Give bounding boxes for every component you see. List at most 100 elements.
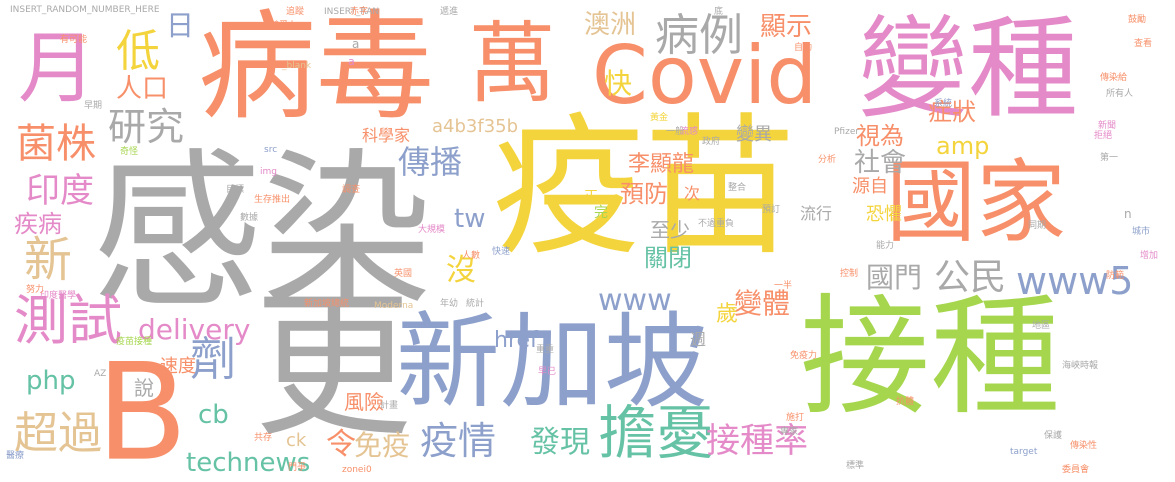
word-cloud-word: INSERT_RANDOM_NUMBER_HERE bbox=[10, 5, 160, 15]
word-cloud-word: 分析 bbox=[818, 155, 837, 165]
word-cloud-word: 重重 bbox=[536, 345, 555, 355]
word-cloud-word: 新聞 bbox=[1098, 121, 1117, 131]
word-cloud-word: 一般 bbox=[666, 127, 685, 137]
word-cloud-word: 關閉 bbox=[644, 244, 692, 272]
word-cloud-word: 海峽時報 bbox=[1062, 361, 1099, 371]
word-cloud-word: 新加坡 bbox=[396, 301, 709, 423]
word-cloud-word: 疫情 bbox=[420, 419, 497, 463]
word-cloud-word: Moderna bbox=[374, 301, 414, 311]
word-cloud-word: 快速 bbox=[492, 247, 511, 257]
word-cloud-word: zonei0 bbox=[342, 465, 372, 475]
word-cloud-word: 預訂 bbox=[762, 205, 781, 215]
word-cloud-word: 說 bbox=[134, 376, 154, 400]
word-cloud-word: www5 bbox=[1016, 259, 1134, 303]
word-cloud-word: 疫苗接種 bbox=[116, 337, 153, 347]
word-cloud-word: 整合 bbox=[728, 183, 747, 193]
word-cloud-word: 門爭 bbox=[288, 463, 307, 473]
word-cloud-word: amp bbox=[936, 132, 990, 160]
word-cloud-word: 生存 bbox=[254, 195, 273, 205]
word-cloud-word: 抗體 bbox=[896, 397, 915, 407]
word-cloud-word: 委員會 bbox=[1062, 465, 1090, 475]
word-cloud-word: 公民 bbox=[934, 257, 1007, 298]
word-cloud-word: 年幼 bbox=[440, 299, 459, 309]
word-cloud-word: a4b3f35b bbox=[432, 116, 519, 137]
word-cloud-word: 預防 bbox=[620, 180, 668, 208]
word-cloud-word: 追蹤 bbox=[286, 7, 305, 17]
word-cloud-word: 保護 bbox=[1044, 431, 1063, 441]
word-cloud-word: 有可能 bbox=[60, 35, 88, 45]
word-cloud-word: 恐懼 bbox=[866, 204, 902, 225]
word-cloud-word: 劑 bbox=[190, 332, 236, 386]
word-cloud-word: 地區 bbox=[1032, 321, 1051, 331]
word-cloud-word: n bbox=[1124, 207, 1132, 221]
word-cloud-word: 統計 bbox=[466, 299, 485, 309]
word-cloud-word: 疾病 bbox=[14, 210, 62, 238]
word-cloud-word: ck bbox=[286, 430, 307, 451]
word-cloud-word: 快 bbox=[604, 67, 633, 100]
word-cloud-word: 拒絕 bbox=[1094, 131, 1113, 141]
word-cloud-word: 萬 bbox=[468, 12, 557, 115]
word-cloud-word: 計畫 bbox=[380, 401, 399, 411]
word-cloud-word: 傳染性 bbox=[1070, 441, 1098, 451]
word-cloud-word: 人口 bbox=[116, 74, 169, 104]
word-cloud-word: 赤字 bbox=[350, 7, 369, 17]
word-cloud-word: 月 bbox=[18, 24, 97, 114]
word-cloud-word: 所有人 bbox=[1106, 89, 1134, 99]
word-cloud-word: 免疫 bbox=[354, 429, 411, 462]
word-cloud-word: 速度 bbox=[160, 356, 196, 377]
word-cloud-word: 研究 bbox=[108, 105, 185, 149]
word-cloud-word: 系統 bbox=[934, 99, 953, 109]
word-cloud-word: 印度醫學 bbox=[40, 291, 77, 301]
word-cloud-word: 澳洲 bbox=[584, 10, 637, 40]
word-cloud-word: 英國 bbox=[394, 269, 413, 279]
word-cloud-word: 傳播 bbox=[398, 143, 463, 181]
word-cloud-word: 城市 bbox=[1132, 227, 1151, 237]
word-cloud-word: 科學家 bbox=[362, 126, 411, 145]
word-cloud-word: 正 bbox=[584, 189, 598, 205]
word-cloud-word: AZ bbox=[94, 369, 107, 379]
word-cloud-word: 新 bbox=[24, 232, 73, 288]
word-cloud-word: a bbox=[348, 55, 355, 68]
word-cloud-word: 令 bbox=[326, 427, 356, 462]
word-cloud-word: 變體 bbox=[734, 287, 791, 320]
word-cloud-word: 不過重負 bbox=[698, 219, 735, 229]
word-cloud-word: 醫療 bbox=[6, 451, 25, 461]
word-cloud-word: 施打 bbox=[786, 413, 805, 423]
word-cloud-word: 低 bbox=[116, 26, 160, 77]
word-cloud-word: 競爭力 bbox=[270, 21, 298, 31]
word-cloud-word: 共存 bbox=[254, 433, 273, 443]
word-cloud-word: 早期 bbox=[84, 101, 103, 111]
word-cloud-word: 視為 bbox=[856, 122, 904, 150]
word-cloud-word: 自動 bbox=[794, 43, 813, 53]
word-cloud-word: 變種 bbox=[858, 5, 1078, 133]
word-cloud-word: 感染 bbox=[92, 134, 433, 332]
word-cloud-word: php bbox=[26, 366, 76, 396]
word-cloud-word: 第一 bbox=[1100, 153, 1119, 163]
word-cloud-word: src bbox=[264, 145, 278, 155]
word-cloud-word: 病毒 bbox=[198, 0, 435, 136]
word-cloud-word: 底 bbox=[714, 7, 724, 17]
word-cloud-word: 傳染給 bbox=[1100, 73, 1128, 83]
word-cloud-word: 流行 bbox=[800, 204, 833, 223]
word-cloud-word: 接種 bbox=[800, 281, 1061, 433]
word-cloud-word: 至少 bbox=[650, 218, 690, 242]
word-cloud-word: a bbox=[352, 37, 360, 51]
word-cloud-word: 病例 bbox=[655, 10, 743, 61]
word-cloud-word: 政府 bbox=[702, 137, 721, 147]
word-cloud-word: 防範 bbox=[1106, 271, 1125, 281]
word-cloud-word: 變異 bbox=[736, 124, 772, 145]
word-cloud-word: 風險 bbox=[344, 390, 384, 414]
word-cloud-word: 週 bbox=[690, 330, 707, 349]
word-cloud-word: delivery bbox=[138, 313, 251, 346]
word-cloud-word: www bbox=[598, 283, 672, 318]
word-cloud-word: 顯示 bbox=[760, 12, 813, 42]
word-cloud-word: 新加坡總統 bbox=[304, 299, 350, 309]
word-cloud-word: 專家 bbox=[780, 427, 799, 437]
word-cloud-word: 菌株 bbox=[16, 121, 96, 167]
word-cloud-word: B bbox=[96, 334, 188, 482]
word-cloud-word: 沒 bbox=[446, 253, 476, 288]
word-cloud-word: 大規模 bbox=[418, 225, 446, 235]
word-cloud-word: 目標 bbox=[226, 185, 245, 195]
word-cloud-word: 測試 bbox=[14, 289, 122, 352]
